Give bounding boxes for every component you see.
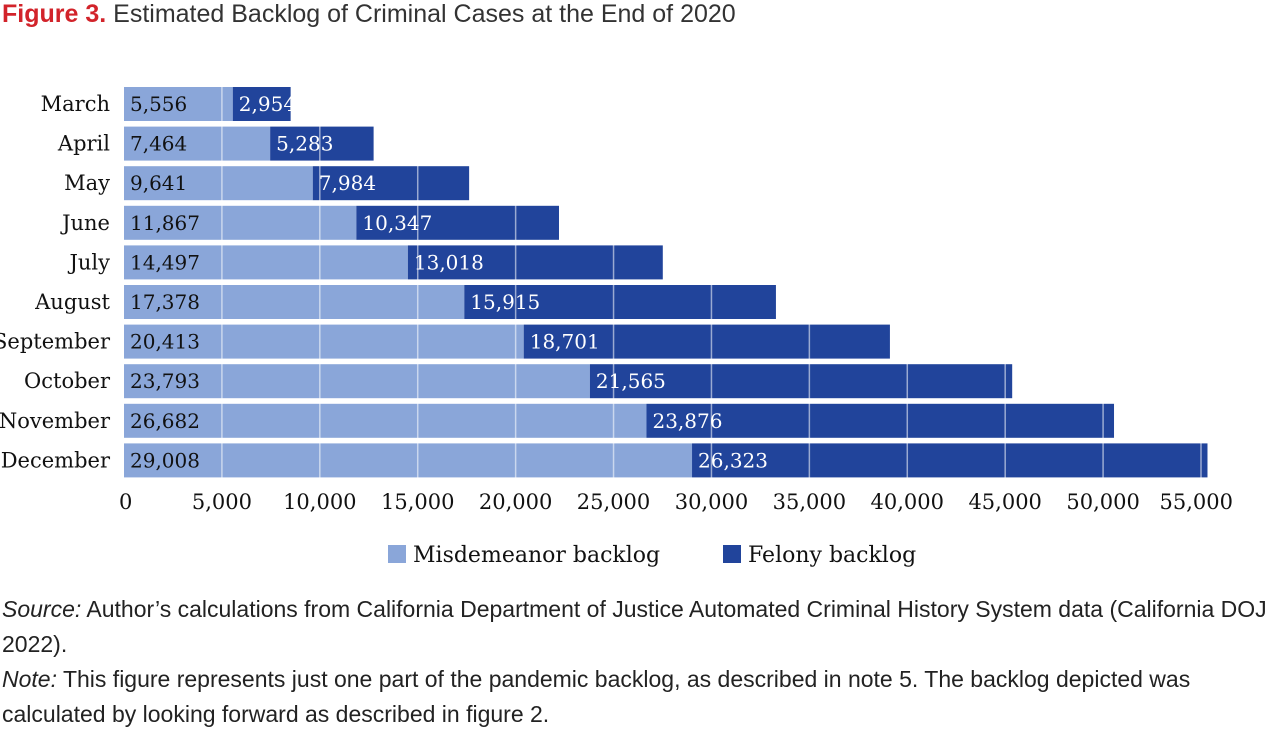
felony-bar-november	[646, 403, 1115, 438]
misdemeanor-bar-april	[124, 126, 271, 161]
felony-value-march: 2,954	[239, 92, 296, 116]
figure-title: Figure 3. Estimated Backlog of Criminal …	[2, 0, 1272, 28]
misdemeanor-value-june: 11,867	[130, 211, 200, 235]
value-labels-layer: 5,556 2,954 7,464 5,283 9,641 7,984 11,867 10,3…	[130, 92, 768, 472]
felony-bar-december	[692, 443, 1208, 478]
felony-value-june: 10,347	[362, 211, 432, 235]
felony-bar-october	[589, 364, 1013, 399]
felony-value-august: 15,915	[470, 290, 540, 314]
misdemeanor-value-may: 9,641	[130, 171, 187, 195]
x-tick-label-15000: 15,000	[381, 490, 454, 514]
felony-legend-label: Felony backlog	[748, 543, 916, 568]
category-label-june: June	[60, 211, 110, 235]
grid-layer	[221, 85, 1202, 480]
source-label: Source:	[2, 596, 82, 622]
felony-bar-june	[356, 205, 559, 240]
misdemeanor-value-september: 20,413	[130, 330, 200, 354]
misdemeanor-value-august: 17,378	[130, 290, 200, 314]
category-label-december: December	[1, 448, 111, 472]
felony-value-may: 7,984	[319, 171, 376, 195]
legend: Misdemeanor backlog Felony backlog	[388, 543, 916, 568]
misdemeanor-value-october: 23,793	[130, 369, 200, 393]
category-label-september: September	[0, 330, 111, 354]
category-label-october: October	[24, 369, 111, 393]
misdemeanor-bar-march	[124, 87, 233, 121]
felony-bar-april	[270, 126, 374, 161]
felony-value-july: 13,018	[414, 250, 484, 274]
x-tick-label-55000: 55,000	[1160, 490, 1233, 514]
x-tick-label-25000: 25,000	[577, 490, 650, 514]
misdemeanor-value-march: 5,556	[130, 92, 187, 116]
felony-bar-july	[407, 245, 663, 280]
figure-notes: Source: Author’s calculations from Calif…	[2, 592, 1278, 732]
misdemeanor-bar-september	[124, 324, 524, 359]
category-labels-layer: March April May June July August September Octo…	[0, 92, 111, 472]
felony-value-april: 5,283	[276, 132, 333, 156]
felony-value-december: 26,323	[698, 448, 768, 472]
felony-bar-march	[232, 87, 291, 121]
misdemeanor-legend-label: Misdemeanor backlog	[413, 543, 660, 568]
bars-layer	[124, 87, 1208, 478]
misdemeanor-bar-december	[124, 443, 693, 478]
misdemeanor-bar-may	[124, 166, 313, 201]
felony-value-november: 23,876	[652, 409, 722, 433]
category-label-november: November	[0, 409, 111, 433]
x-tick-label-30000: 30,000	[675, 490, 748, 514]
misdemeanor-bar-november	[124, 403, 647, 438]
figure-title-text: Estimated Backlog of Criminal Cases at t…	[113, 0, 736, 28]
x-axis-tick-labels: 0 5,000 10,000 15,000 20,000 25,000 30,000 35,0…	[119, 490, 1233, 514]
x-tick-label-10000: 10,000	[283, 490, 356, 514]
note-label: Note:	[2, 666, 57, 692]
x-tick-label-35000: 35,000	[773, 490, 846, 514]
stacked-bar-chart: 5,556 2,954 7,464 5,283 9,641 7,984 11,867 10,3…	[0, 85, 1233, 568]
felony-bar-september	[523, 324, 890, 359]
x-tick-label-40000: 40,000	[871, 490, 944, 514]
misdemeanor-bar-august	[124, 285, 465, 319]
source-note: Source: Author’s calculations from Calif…	[2, 592, 1278, 662]
misdemeanor-bar-june	[124, 205, 357, 240]
x-tick-label-0: 0	[119, 490, 132, 514]
category-label-may: May	[64, 171, 110, 195]
misdemeanor-legend-swatch	[388, 545, 406, 563]
felony-value-september: 18,701	[530, 330, 600, 354]
category-label-july: July	[67, 250, 110, 274]
misdemeanor-bar-july	[124, 245, 408, 280]
figure-label: Figure 3.	[2, 0, 107, 28]
misdemeanor-bar-october	[124, 364, 590, 399]
felony-legend-swatch	[723, 545, 741, 563]
category-label-april: April	[57, 132, 110, 156]
misdemeanor-value-july: 14,497	[130, 250, 200, 274]
source-text: Author’s calculations from California De…	[2, 596, 1267, 657]
felony-bar-may	[312, 166, 470, 201]
x-tick-label-5000: 5,000	[192, 490, 252, 514]
x-tick-label-20000: 20,000	[479, 490, 552, 514]
x-tick-label-45000: 45,000	[968, 490, 1041, 514]
category-label-march: March	[41, 92, 110, 116]
misdemeanor-value-april: 7,464	[130, 132, 187, 156]
x-tick-label-50000: 50,000	[1066, 490, 1139, 514]
category-label-august: August	[34, 290, 110, 314]
note: Note: This figure represents just one pa…	[2, 662, 1278, 732]
misdemeanor-value-november: 26,682	[130, 409, 200, 433]
felony-value-october: 21,565	[596, 369, 666, 393]
misdemeanor-value-december: 29,008	[130, 448, 200, 472]
note-text: This figure represents just one part of …	[2, 666, 1191, 727]
